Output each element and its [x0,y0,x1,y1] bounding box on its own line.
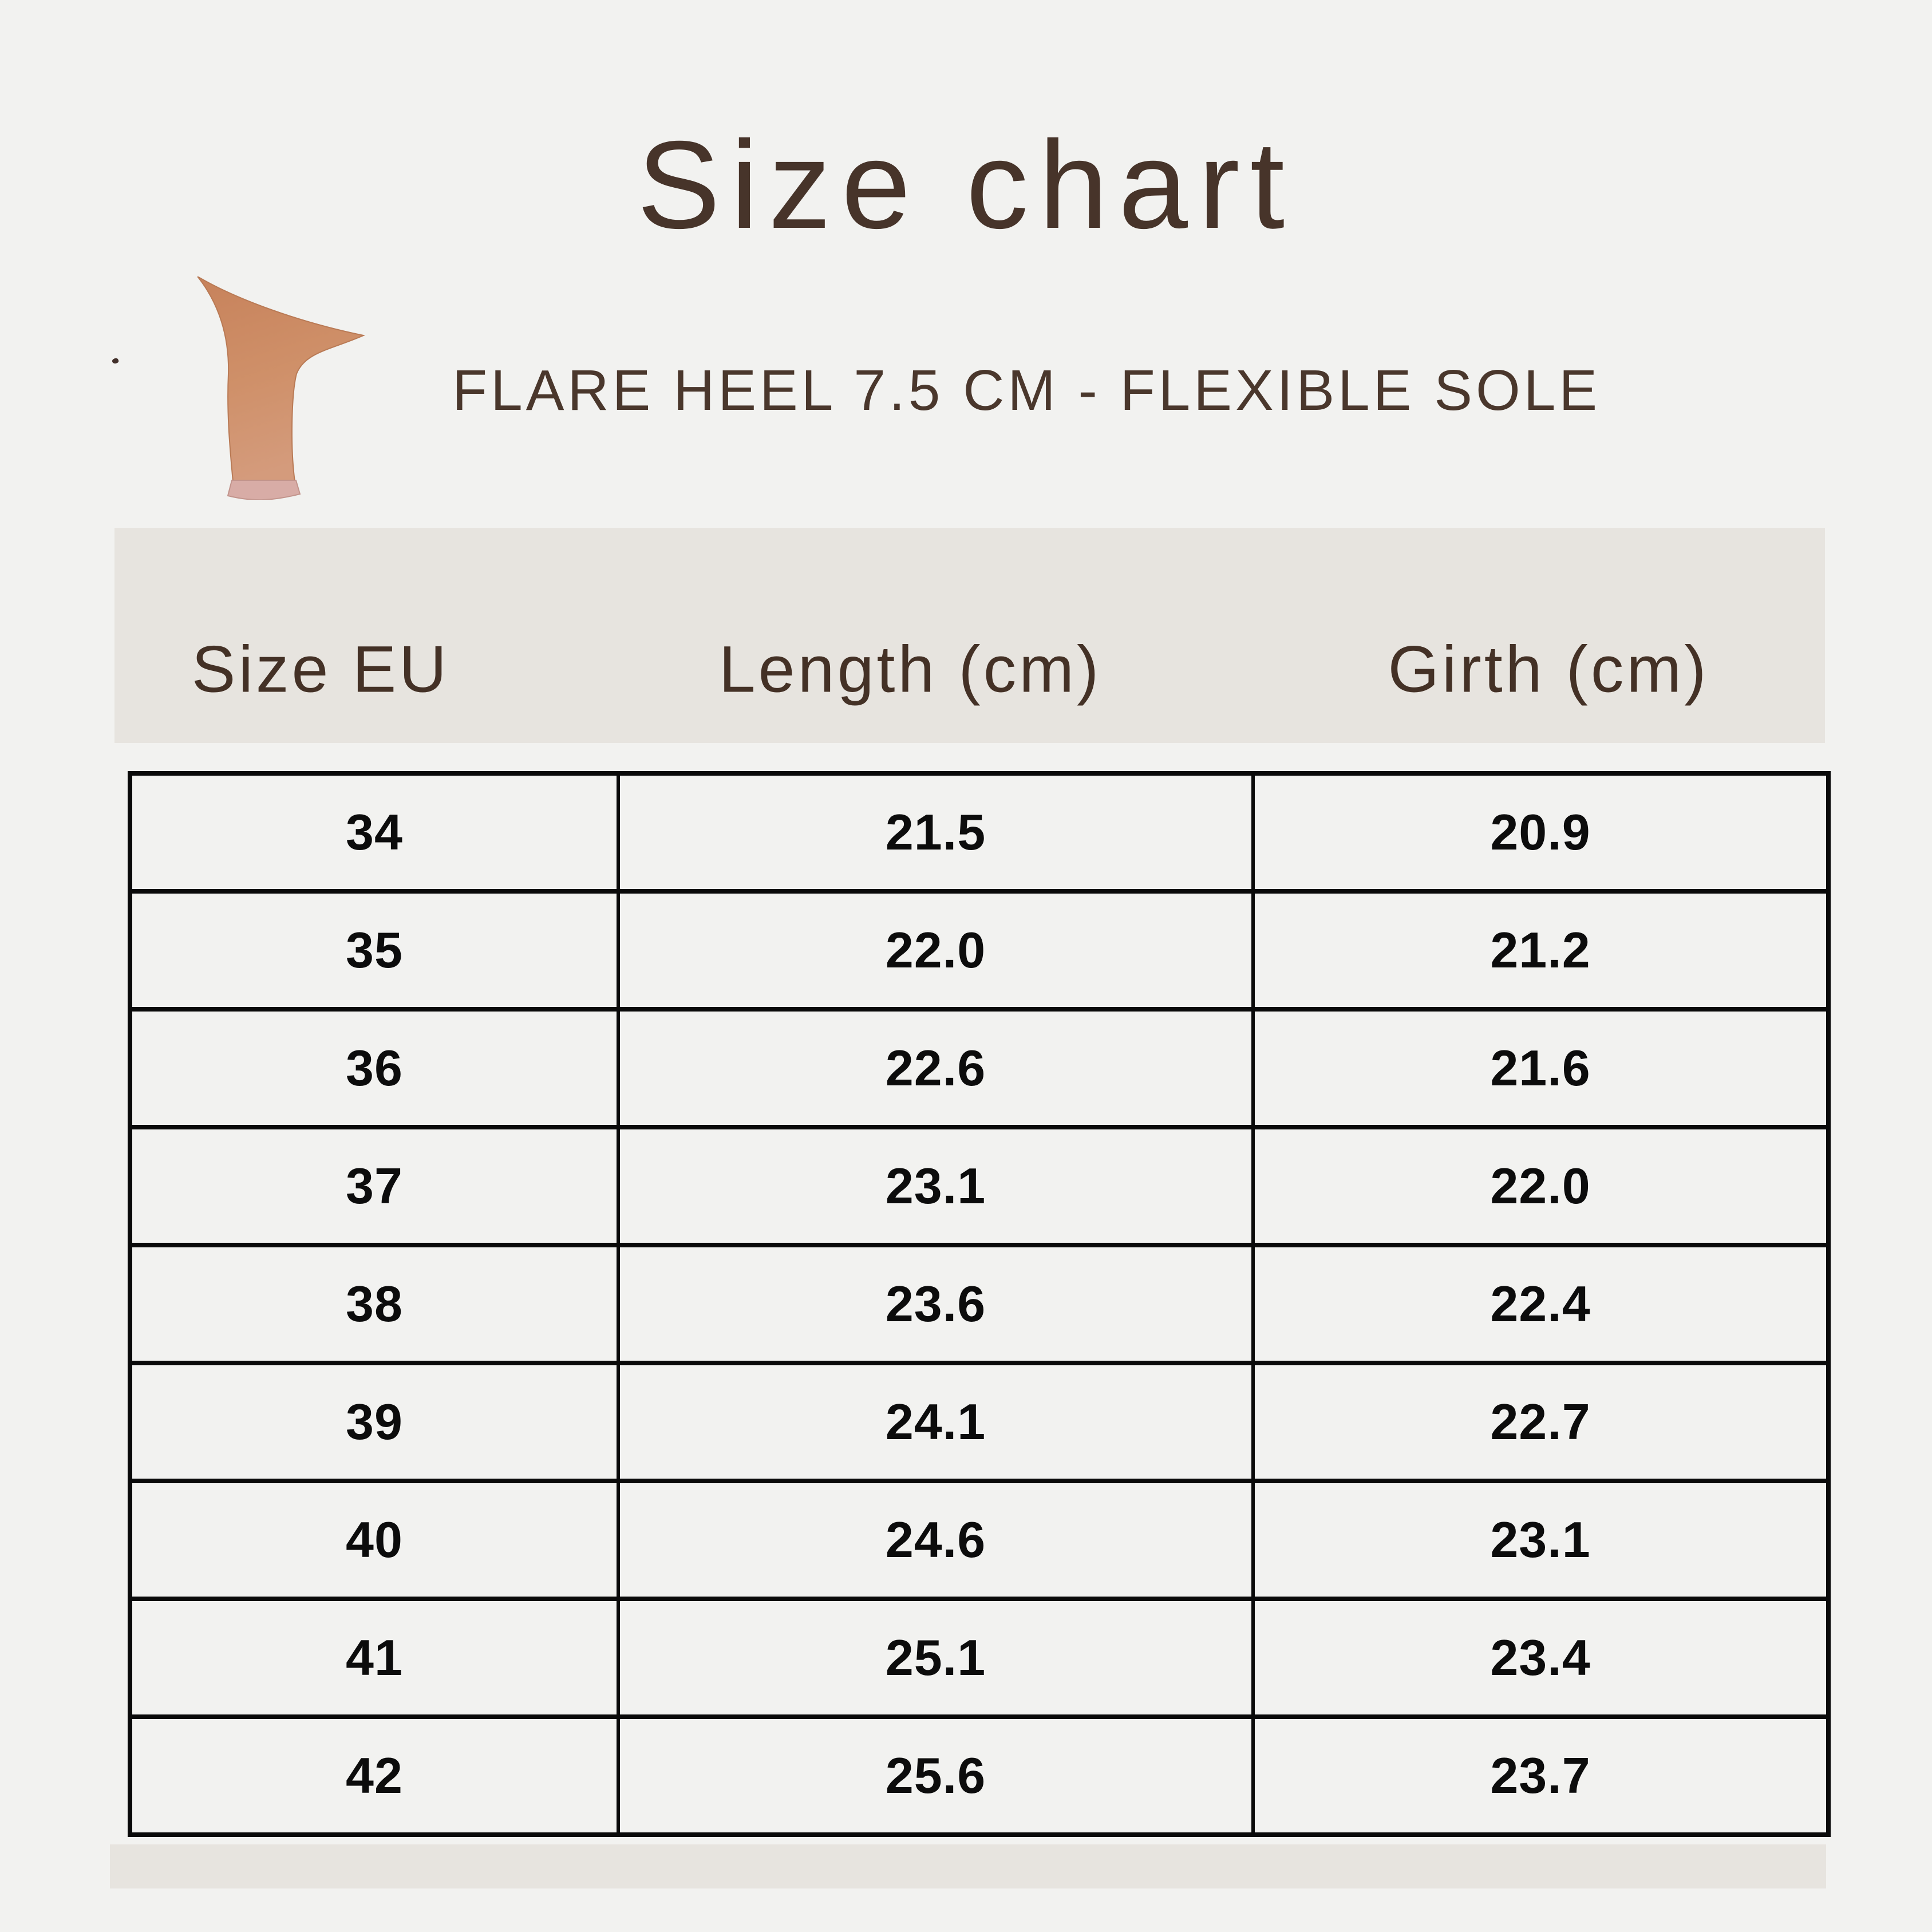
table-row: 36 22.6 21.6 [130,1009,1828,1127]
cell-size: 39 [130,1363,618,1481]
cell-girth: 23.4 [1251,1599,1828,1717]
table-row: 37 23.1 22.0 [130,1127,1828,1245]
table-header-band: Size EU Length (cm) Girth (cm) [114,528,1825,743]
size-table: 34 21.5 20.9 35 22.0 21.2 36 22.6 21.6 3… [128,771,1831,1837]
subtitle: FLARE HEEL 7.5 CM - FLEXIBLE SOLE [452,358,1601,422]
cell-length: 24.1 [617,1363,1253,1481]
table-row: 39 24.1 22.7 [130,1363,1828,1481]
cell-girth: 22.0 [1251,1127,1828,1245]
cell-girth: 21.6 [1251,1009,1828,1127]
table-row: 41 25.1 23.4 [130,1599,1828,1717]
cell-length: 23.6 [617,1245,1253,1363]
table-row: 34 21.5 20.9 [130,773,1828,891]
cell-length: 22.6 [617,1009,1253,1127]
cell-length: 25.1 [617,1599,1253,1717]
cell-size: 38 [130,1245,618,1363]
cell-girth: 22.4 [1251,1245,1828,1363]
cell-size: 37 [130,1127,618,1245]
cell-size: 41 [130,1599,618,1717]
cell-girth: 22.7 [1251,1363,1828,1481]
page-title: Size chart [637,116,1295,255]
column-header-girth: Girth (cm) [1388,633,1709,706]
cell-size: 36 [130,1009,618,1127]
ink-speck [111,357,120,365]
cell-size: 42 [130,1717,618,1835]
cell-girth: 23.7 [1251,1717,1828,1835]
cell-length: 21.5 [617,773,1253,891]
table-row: 35 22.0 21.2 [130,891,1828,1009]
cell-length: 22.0 [617,891,1253,1009]
cell-girth: 20.9 [1251,773,1828,891]
table-row: 38 23.6 22.4 [130,1245,1828,1363]
cell-length: 24.6 [617,1481,1253,1599]
table-row: 42 25.6 23.7 [130,1717,1828,1835]
cell-length: 23.1 [617,1127,1253,1245]
footer-band [110,1844,1826,1888]
column-header-size-eu: Size EU [191,633,450,706]
cell-girth: 23.1 [1251,1481,1828,1599]
column-header-length: Length (cm) [718,633,1102,706]
flare-heel-icon [196,276,366,501]
table-row: 40 24.6 23.1 [130,1481,1828,1599]
cell-girth: 21.2 [1251,891,1828,1009]
cell-size: 35 [130,891,618,1009]
cell-length: 25.6 [617,1717,1253,1835]
cell-size: 34 [130,773,618,891]
cell-size: 40 [130,1481,618,1599]
